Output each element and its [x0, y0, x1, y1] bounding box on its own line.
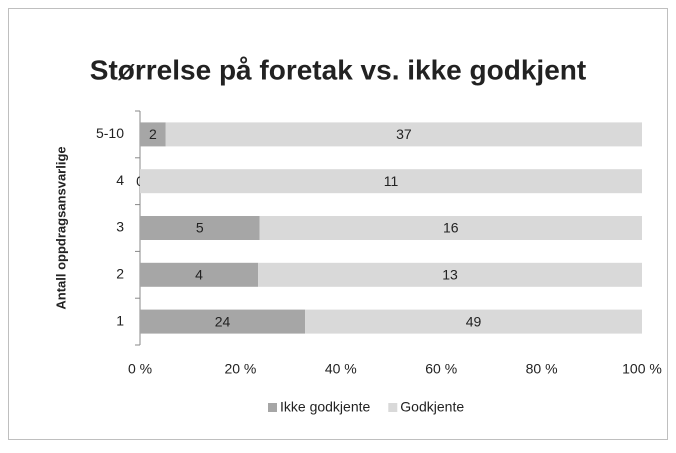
legend-label: Godkjente: [400, 399, 464, 415]
bar-segment: [140, 169, 642, 194]
y-tick-label: 3: [116, 219, 124, 235]
x-tick-label: 60 %: [425, 361, 457, 377]
x-tick-label: 0 %: [128, 361, 152, 377]
legend-swatch: [268, 403, 277, 412]
bar-segment: [140, 309, 306, 334]
y-tick-label: 5-10: [96, 125, 124, 141]
data-label: 11: [384, 173, 399, 189]
data-label: 13: [442, 267, 458, 283]
data-label: 2: [149, 126, 157, 142]
data-label: 24: [215, 313, 231, 329]
legend-swatch: [388, 403, 398, 412]
bar-segment: [140, 122, 166, 147]
bar-segment: [165, 122, 642, 147]
legend-label: Ikke godkjente: [280, 399, 370, 415]
x-tick-label: 40 %: [325, 361, 357, 377]
bar-segment: [258, 262, 642, 287]
chart-title: Størrelse på foretak vs. ikke godkjent: [90, 54, 586, 85]
x-tick-label: 80 %: [526, 361, 558, 377]
y-tick-label: 1: [116, 312, 124, 328]
bar-segment: [305, 309, 642, 334]
data-label: 5: [196, 220, 204, 236]
y-tick-label: 4: [116, 172, 124, 188]
y-axis-label: Antall oppdragsansvarlige: [53, 146, 68, 309]
y-tick-label: 2: [116, 266, 124, 282]
x-tick-label: 100 %: [622, 361, 662, 377]
data-label: 4: [195, 267, 203, 283]
data-label: 16: [443, 220, 459, 236]
data-label: 49: [466, 313, 482, 329]
bar-segment: [140, 262, 259, 287]
x-tick-label: 20 %: [224, 361, 256, 377]
bar-segment: [259, 216, 642, 240]
bar-segment: [140, 216, 260, 240]
data-label: 37: [396, 126, 412, 142]
